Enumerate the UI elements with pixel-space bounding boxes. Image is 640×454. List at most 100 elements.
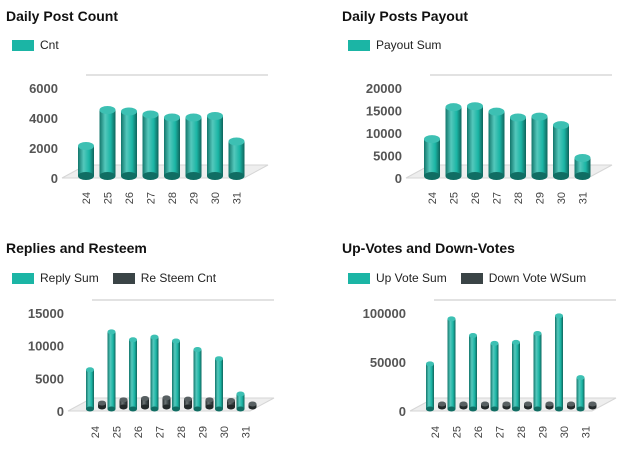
bar-cap [481, 401, 489, 407]
x-tick-label: 28 [167, 192, 179, 204]
bar-base [447, 406, 456, 412]
bar [228, 137, 245, 180]
chart-title: Replies and Resteem [6, 240, 147, 256]
bar-base [424, 172, 440, 180]
chart-panel-votes: Up-Votes and Down-Votes Up Vote Sum Down… [320, 227, 640, 454]
chart-panel-post-count: Daily Post Count Cnt 0 2000 4000 6000 24 25 26… [0, 0, 320, 227]
bar-cap [574, 154, 591, 162]
bar-cap [172, 338, 180, 344]
bar-body [172, 341, 180, 409]
bar [248, 401, 257, 410]
bar-cap [438, 401, 446, 407]
bar-cap [445, 103, 462, 112]
bar-body [574, 158, 591, 176]
chart-panel-posts-payout: Daily Posts Payout Payout Sum 0 5000 10000… [320, 0, 640, 227]
bar [576, 375, 585, 412]
y-tick-label: 20000 [366, 81, 402, 96]
x-tick-label: 26 [470, 192, 482, 204]
bar-body [469, 335, 477, 409]
x-tick-label: 28 [176, 426, 188, 438]
bar-cap [164, 113, 180, 122]
bar-base [531, 172, 548, 180]
bar-base [553, 172, 569, 180]
bar-cap [248, 401, 257, 407]
bar-body [445, 107, 462, 176]
x-tick-label: 27 [492, 192, 504, 204]
bar [236, 391, 245, 412]
bar-body [426, 363, 434, 409]
bar-body [78, 146, 94, 176]
bar-base [172, 406, 180, 412]
bar-body [215, 358, 223, 409]
bar-base [164, 172, 180, 180]
x-tick-label: 24 [81, 192, 93, 204]
bar-body [150, 337, 159, 409]
bar-cap [98, 400, 106, 406]
bar [215, 356, 223, 412]
bar [185, 113, 202, 180]
chart-legend: Cnt [12, 38, 59, 52]
bar-cap [141, 396, 149, 402]
y-tick-label: 0 [399, 404, 406, 419]
bar [162, 395, 171, 410]
bar-base [78, 172, 94, 180]
bar-body [86, 369, 94, 409]
bar-cap [576, 375, 585, 381]
bar [588, 401, 597, 410]
bar-cap [553, 121, 569, 130]
bar-cap [107, 329, 116, 335]
bar-body [447, 318, 456, 409]
bar-cap [162, 395, 171, 401]
bar [459, 401, 468, 410]
bar-cap [236, 391, 245, 397]
legend-label: Down Vote WSum [488, 271, 587, 285]
bar-base [574, 172, 591, 180]
legend-item: Payout Sum [348, 38, 441, 52]
bar [488, 107, 505, 180]
bar [129, 337, 137, 412]
chart-panel-replies-resteem: Replies and Resteem Reply Sum Re Steem C… [0, 227, 320, 454]
bar-cap [193, 347, 202, 353]
bar-body [185, 117, 202, 176]
bar-base [99, 172, 116, 180]
bar [533, 331, 542, 412]
bar [510, 113, 526, 180]
y-tick-label: 5000 [373, 149, 402, 164]
bar-cap [567, 401, 575, 407]
bar-base [490, 406, 499, 412]
legend-item: Up Vote Sum [348, 271, 447, 285]
bar-cap [215, 356, 223, 362]
bar-base [236, 406, 245, 412]
bar-body [555, 315, 563, 409]
x-tick-label: 27 [155, 426, 167, 438]
bar-body [531, 116, 548, 176]
bar [555, 313, 563, 412]
bar [141, 396, 149, 410]
legend-label: Reply Sum [40, 271, 99, 285]
bar-cap [142, 110, 159, 119]
plot-area: 0 5000 10000 15000 24 25 26 27 28 29 30 31 [28, 299, 275, 438]
bar-body [236, 393, 245, 409]
bar-cap [228, 137, 245, 146]
y-tick-label: 5000 [35, 371, 64, 386]
bar-base [119, 404, 128, 410]
bar-cap [531, 112, 548, 121]
bar-body [467, 106, 483, 176]
bar-cap [459, 401, 468, 407]
x-tick-label: 24 [430, 426, 442, 438]
bar [107, 329, 116, 412]
bar [172, 338, 180, 412]
bar-cap [488, 107, 505, 116]
bar-cap [502, 401, 511, 407]
bar-base [107, 406, 116, 412]
bar [469, 333, 477, 412]
y-tick-label: 2000 [29, 141, 58, 156]
bar-body [228, 141, 245, 176]
x-tick-label: 29 [538, 426, 550, 438]
bar-base [227, 404, 235, 410]
bar-base [533, 406, 542, 412]
bar-base [555, 406, 563, 412]
bar [142, 110, 159, 180]
y-tick-label: 0 [51, 171, 58, 186]
bar-base [576, 406, 585, 412]
